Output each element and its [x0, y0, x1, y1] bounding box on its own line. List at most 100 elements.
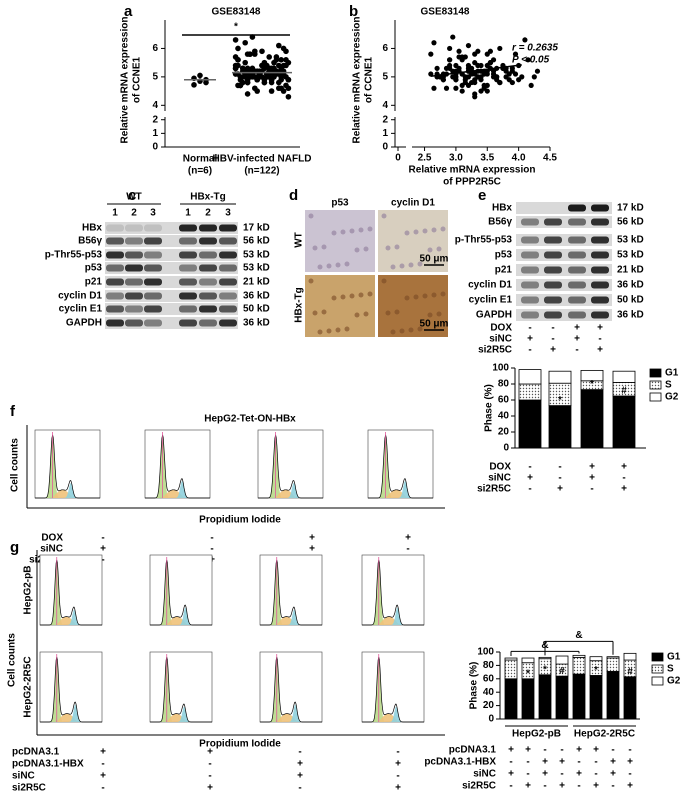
- data-point: [268, 88, 275, 94]
- nucleus: [413, 229, 419, 235]
- data-point: [242, 39, 248, 46]
- legend-label: G2: [665, 392, 679, 403]
- blot-band: [568, 296, 586, 304]
- flow-area: [260, 713, 322, 722]
- blot-label: B56γ: [78, 236, 102, 247]
- nucleus: [399, 328, 405, 334]
- data-point: [191, 82, 197, 88]
- condition-value: +: [610, 757, 616, 768]
- data-point: [534, 68, 541, 74]
- blot-band: [144, 237, 162, 245]
- blot-band: [125, 264, 143, 272]
- blot-band: [144, 319, 162, 327]
- nucleus: [440, 226, 446, 232]
- blot-band: [125, 305, 143, 313]
- x-tick-label: 3.5: [480, 153, 494, 164]
- data-point: [447, 45, 453, 52]
- data-point: [278, 57, 285, 63]
- condition-value: -: [628, 745, 631, 756]
- blot-strip: [105, 303, 238, 315]
- bar-segment: [518, 369, 542, 385]
- condition-value: -: [396, 771, 399, 782]
- blot-label: HBx: [492, 203, 512, 214]
- flow-outline: [260, 559, 322, 626]
- x-tick-label: 0: [395, 153, 401, 164]
- blot-size: 36 kD: [243, 291, 270, 302]
- blot-size: 17 kD: [617, 203, 644, 214]
- y-axis-label: of CCNE1: [364, 57, 375, 104]
- nucleus: [354, 247, 360, 253]
- data-point: [472, 71, 478, 77]
- condition-value: +: [207, 747, 213, 758]
- data-point: [244, 91, 251, 97]
- condition-value: +: [589, 473, 595, 484]
- x-tick-note: (n=122): [244, 166, 279, 177]
- blot-band: [591, 311, 609, 319]
- condition-value: +: [542, 769, 548, 780]
- blot-label: p-Thr55-p53: [45, 250, 103, 261]
- condition-value: -: [509, 757, 512, 768]
- annotation: P < 0.05: [512, 55, 550, 66]
- flow-area: [258, 489, 323, 498]
- blot-band: [199, 251, 217, 259]
- y-axis-label: Phase (%): [469, 662, 480, 710]
- data-point: [203, 79, 209, 86]
- condition-value: +: [395, 759, 401, 770]
- data-point: [472, 79, 478, 86]
- y-tick-label: 80: [498, 379, 510, 390]
- condition-value: +: [574, 334, 580, 345]
- blot-label: GAPDH: [476, 310, 512, 321]
- data-point: [276, 85, 282, 92]
- condition-value: -: [210, 544, 213, 555]
- data-point: [244, 65, 251, 72]
- bar-segment: [538, 656, 552, 660]
- significance-label: *: [234, 22, 238, 33]
- data-point: [273, 57, 280, 63]
- blot-strip: [516, 216, 612, 228]
- panel-label: d: [289, 187, 298, 204]
- condition-value: +: [527, 334, 533, 345]
- lane-label: 3: [150, 208, 156, 219]
- blot-size: 56 kD: [243, 236, 270, 247]
- blot-size: 36 kD: [617, 280, 644, 291]
- blot-band: [219, 264, 237, 272]
- blot-band: [106, 278, 124, 286]
- bar-segment: [518, 383, 542, 401]
- blot-band: [544, 281, 562, 289]
- data-point: [280, 62, 287, 69]
- bar-segment: [504, 657, 518, 661]
- nucleus: [354, 312, 360, 318]
- y-tick-label: 40: [483, 687, 495, 698]
- x-axis-label: Relative mRNA expression: [409, 165, 536, 176]
- y-tick-label: 60: [498, 395, 510, 406]
- condition-value: +: [542, 757, 548, 768]
- blot-band: [179, 278, 197, 286]
- blot-band: [199, 237, 217, 245]
- flow-area: [40, 616, 102, 625]
- data-point: [465, 82, 472, 89]
- condition-value: -: [598, 334, 601, 345]
- condition-label: pcDNA3.1: [12, 747, 60, 758]
- nucleus: [431, 292, 437, 298]
- condition-value: -: [551, 323, 554, 334]
- condition-value: +: [597, 323, 603, 334]
- condition-value: -: [594, 757, 597, 768]
- blot-band: [179, 305, 197, 313]
- blot-band: [125, 292, 143, 300]
- bar-segment: [589, 656, 603, 662]
- bar-segment: [580, 369, 604, 382]
- blot-band: [199, 224, 217, 232]
- data-point: [487, 60, 494, 66]
- data-point: [465, 74, 472, 80]
- panel-title: HepG2-Tet-ON-HBx: [204, 414, 296, 425]
- data-point: [497, 45, 503, 52]
- flow-area: [150, 713, 212, 722]
- x-tick-label: 3.0: [449, 153, 463, 164]
- blot-band: [521, 236, 539, 244]
- blot-band: [219, 224, 237, 232]
- blot-band: [106, 237, 124, 245]
- y-tick-label: 80: [483, 660, 495, 671]
- condition-value: +: [395, 783, 401, 794]
- scale-label: 50 μm: [420, 254, 449, 265]
- blot-size: 21 kD: [243, 277, 270, 288]
